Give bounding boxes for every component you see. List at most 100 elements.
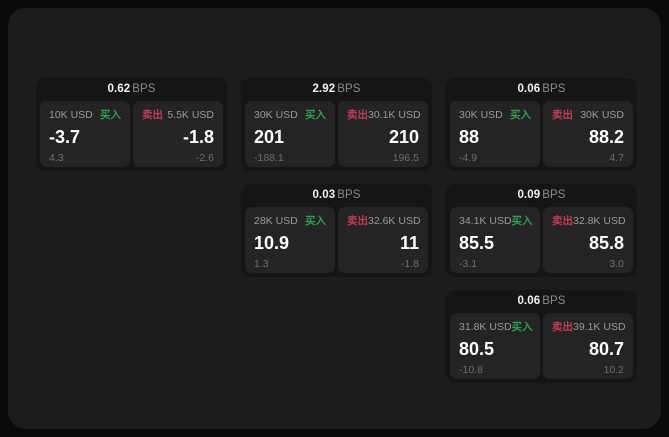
buy-size-label: 30K USD <box>254 109 298 121</box>
sell-action-label: 卖出 <box>552 109 573 121</box>
sell-price: 11 <box>399 233 419 253</box>
spread-header: 0.06 BPS <box>446 78 637 101</box>
spread-unit: BPS <box>542 295 566 307</box>
buy-delta: -10.8 <box>459 364 483 376</box>
sell-side[interactable]: 卖出 30K USD 88.2 4.7 <box>543 101 633 167</box>
sell-price: 88.2 <box>588 127 624 147</box>
spread-value: 0.62 <box>107 83 131 95</box>
sell-side-header: 卖出 39.1K USD <box>552 321 626 333</box>
buy-side[interactable]: 34.1K USD 买入 85.5 -3.1 <box>450 207 540 273</box>
sell-action-label: 卖出 <box>347 215 368 227</box>
quote-panel: 0.62 BPS 10K USD 买入 -3.7 4.3 卖出 5.5K USD -1.8 -2.… <box>8 8 661 429</box>
quote-card[interactable]: 0.09 BPS 34.1K USD 买入 85.5 -3.1 卖出 32.8K USD 85.… <box>446 184 637 277</box>
buy-size-label: 31.8K USD <box>459 321 512 333</box>
sell-action-label: 卖出 <box>552 321 573 333</box>
buy-delta: 4.3 <box>49 152 64 164</box>
card-body: 30K USD 买入 88 -4.9 卖出 30K USD 88.2 4.7 <box>446 101 637 171</box>
quote-card[interactable]: 0.06 BPS 31.8K USD 买入 80.5 -10.8 卖出 39.1K USD 80… <box>446 290 637 383</box>
sell-action-label: 卖出 <box>552 215 573 227</box>
buy-size-label: 30K USD <box>459 109 503 121</box>
sell-price: 85.8 <box>588 233 624 253</box>
sell-size-label: 39.1K USD <box>573 321 626 333</box>
buy-price: 201 <box>254 127 285 147</box>
buy-price: 85.5 <box>459 233 495 253</box>
buy-side[interactable]: 30K USD 买入 88 -4.9 <box>450 101 540 167</box>
spread-header: 0.06 BPS <box>446 290 637 313</box>
buy-action-label: 买入 <box>305 215 326 227</box>
sell-price: 210 <box>388 127 419 147</box>
buy-delta: 1.3 <box>254 258 269 270</box>
buy-price: 80.5 <box>459 339 495 359</box>
sell-side-header: 卖出 5.5K USD <box>142 109 214 121</box>
buy-delta: -188.1 <box>254 152 284 164</box>
sell-price: -1.8 <box>182 127 214 147</box>
buy-side-header: 30K USD 买入 <box>254 109 326 121</box>
buy-price: 88 <box>459 127 480 147</box>
buy-size-label: 28K USD <box>254 215 298 227</box>
buy-action-label: 买入 <box>511 321 533 333</box>
spread-value: 0.06 <box>517 295 541 307</box>
sell-delta: -2.6 <box>195 152 214 164</box>
sell-size-label: 32.6K USD <box>368 215 421 227</box>
spread-unit: BPS <box>337 189 361 201</box>
spread-value: 0.06 <box>517 83 541 95</box>
spread-unit: BPS <box>337 83 361 95</box>
quote-column-2: 2.92 BPS 30K USD 买入 201 -188.1 卖出 30.1K USD 210 1… <box>241 78 432 290</box>
spread-header: 0.09 BPS <box>446 184 637 207</box>
buy-side[interactable]: 10K USD 买入 -3.7 4.3 <box>40 101 130 167</box>
sell-side[interactable]: 卖出 32.6K USD 11 -1.8 <box>338 207 428 273</box>
buy-side-header: 30K USD 买入 <box>459 109 531 121</box>
quote-card[interactable]: 2.92 BPS 30K USD 买入 201 -188.1 卖出 30.1K USD 210 1… <box>241 78 432 171</box>
card-body: 34.1K USD 买入 85.5 -3.1 卖出 32.8K USD 85.8 3.0 <box>446 207 637 277</box>
buy-side-header: 34.1K USD 买入 <box>459 215 533 227</box>
sell-side-header: 卖出 30K USD <box>552 109 624 121</box>
buy-side[interactable]: 31.8K USD 买入 80.5 -10.8 <box>450 313 540 379</box>
buy-action-label: 买入 <box>305 109 326 121</box>
buy-action-label: 买入 <box>100 109 121 121</box>
sell-size-label: 5.5K USD <box>167 109 214 121</box>
sell-delta: 3.0 <box>609 258 624 270</box>
sell-delta: 10.2 <box>603 364 624 376</box>
spread-value: 2.92 <box>312 83 336 95</box>
sell-size-label: 32.8K USD <box>573 215 626 227</box>
quote-column-1: 0.62 BPS 10K USD 买入 -3.7 4.3 卖出 5.5K USD -1.8 -2.… <box>36 78 227 184</box>
sell-side[interactable]: 卖出 30.1K USD 210 196.5 <box>338 101 428 167</box>
buy-action-label: 买入 <box>511 215 533 227</box>
quote-card[interactable]: 0.62 BPS 10K USD 买入 -3.7 4.3 卖出 5.5K USD -1.8 -2.… <box>36 78 227 171</box>
spread-unit: BPS <box>542 83 566 95</box>
sell-delta: 4.7 <box>609 152 624 164</box>
sell-size-label: 30.1K USD <box>368 109 421 121</box>
spread-header: 0.62 BPS <box>36 78 227 101</box>
buy-delta: -3.1 <box>459 258 478 270</box>
quote-board: 0.62 BPS 10K USD 买入 -3.7 4.3 卖出 5.5K USD -1.8 -2.… <box>8 8 661 429</box>
buy-side[interactable]: 28K USD 买入 10.9 1.3 <box>245 207 335 273</box>
buy-side[interactable]: 30K USD 买入 201 -188.1 <box>245 101 335 167</box>
buy-delta: -4.9 <box>459 152 478 164</box>
buy-size-label: 34.1K USD <box>459 215 512 227</box>
buy-action-label: 买入 <box>510 109 531 121</box>
buy-price: -3.7 <box>49 127 81 147</box>
sell-side[interactable]: 卖出 39.1K USD 80.7 10.2 <box>543 313 633 379</box>
sell-price: 80.7 <box>588 339 624 359</box>
sell-size-label: 30K USD <box>580 109 624 121</box>
buy-size-label: 10K USD <box>49 109 93 121</box>
card-body: 31.8K USD 买入 80.5 -10.8 卖出 39.1K USD 80.7 10.2 <box>446 313 637 383</box>
sell-delta: -1.8 <box>400 258 419 270</box>
spread-unit: BPS <box>132 83 156 95</box>
buy-side-header: 28K USD 买入 <box>254 215 326 227</box>
buy-side-header: 31.8K USD 买入 <box>459 321 533 333</box>
spread-unit: BPS <box>542 189 566 201</box>
card-body: 28K USD 买入 10.9 1.3 卖出 32.6K USD 11 -1.8 <box>241 207 432 277</box>
sell-side-header: 卖出 30.1K USD <box>347 109 421 121</box>
sell-side[interactable]: 卖出 5.5K USD -1.8 -2.6 <box>133 101 223 167</box>
card-body: 30K USD 买入 201 -188.1 卖出 30.1K USD 210 196.5 <box>241 101 432 171</box>
quote-card[interactable]: 0.06 BPS 30K USD 买入 88 -4.9 卖出 30K USD 88.2 4.7 <box>446 78 637 171</box>
buy-price: 10.9 <box>254 233 290 253</box>
spread-header: 2.92 BPS <box>241 78 432 101</box>
card-body: 10K USD 买入 -3.7 4.3 卖出 5.5K USD -1.8 -2.6 <box>36 101 227 171</box>
sell-action-label: 卖出 <box>142 109 163 121</box>
sell-side[interactable]: 卖出 32.8K USD 85.8 3.0 <box>543 207 633 273</box>
quote-card[interactable]: 0.03 BPS 28K USD 买入 10.9 1.3 卖出 32.6K USD 11 -1.8 <box>241 184 432 277</box>
spread-value: 0.09 <box>517 189 541 201</box>
quote-column-3: 0.06 BPS 30K USD 买入 88 -4.9 卖出 30K USD 88.2 4.7 0.… <box>446 78 637 396</box>
